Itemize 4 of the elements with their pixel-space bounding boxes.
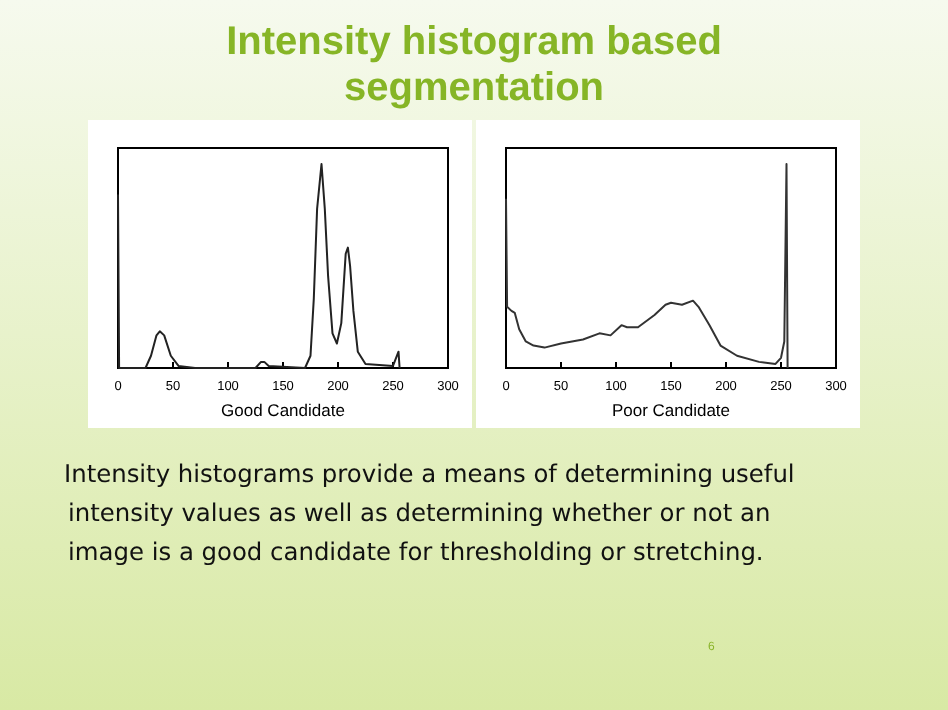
x-axis-title: Poor Candidate — [611, 400, 731, 420]
text: Intensity histograms provide a means of determining useful intensity values as well as determining whether or not an image is a good candidate for thresholding or stretching. — [64, 460, 795, 566]
x-axis-title: Good Candidate — [221, 400, 346, 420]
chart-title: Intensity histogram based segmentation — [226, 20, 722, 110]
